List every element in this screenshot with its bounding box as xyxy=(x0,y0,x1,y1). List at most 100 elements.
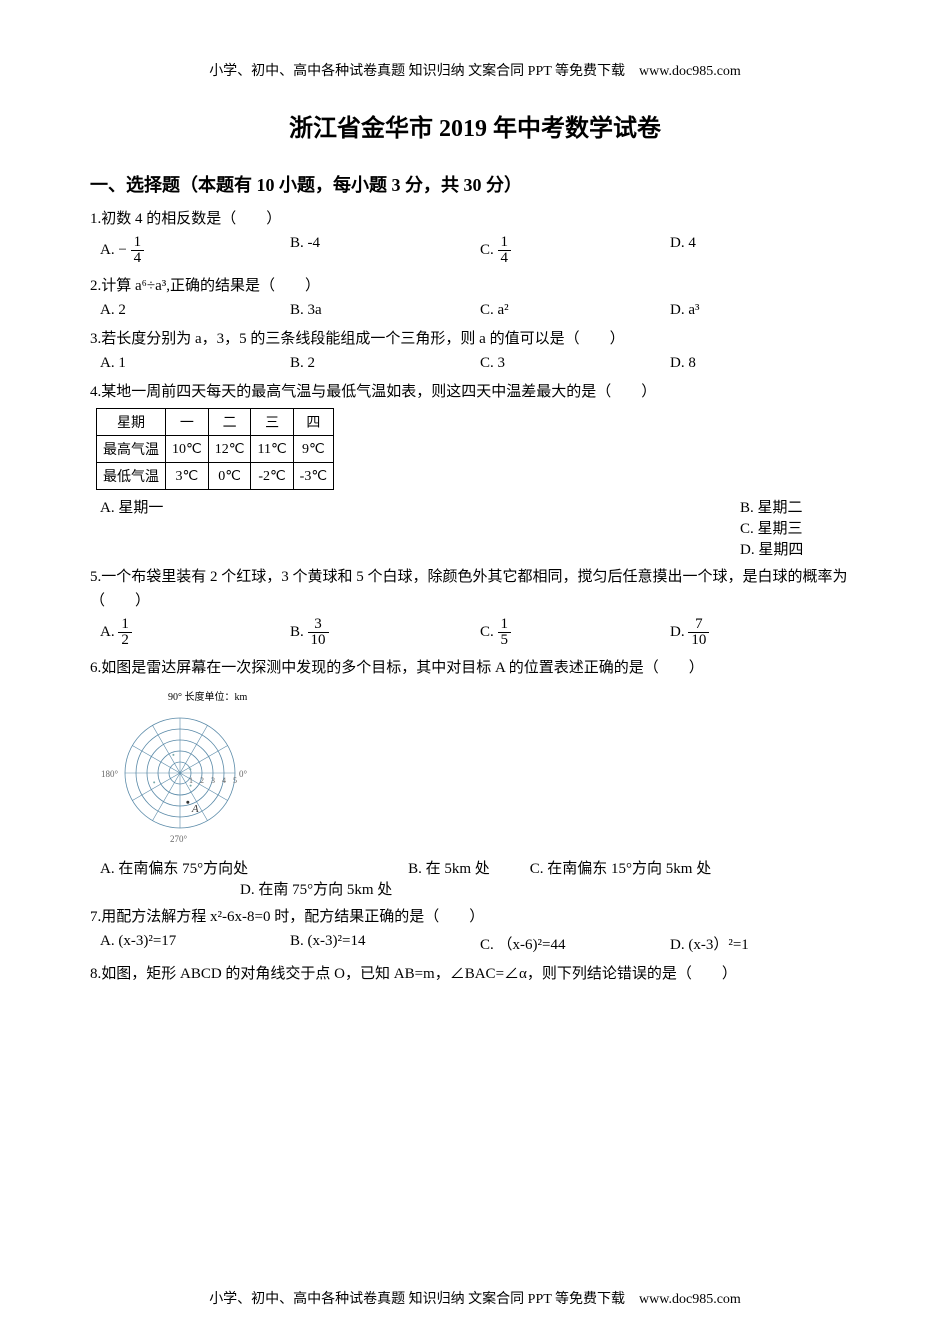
td-hi-label: 最高气温 xyxy=(97,436,166,463)
q1-options: A. − 1 4 B. -4 C. 1 4 D. 4 xyxy=(100,235,860,266)
q5-optC: C. 15 xyxy=(480,617,670,648)
q1-optA: A. − 1 4 xyxy=(100,235,290,266)
td-lo-4: -3℃ xyxy=(293,463,333,490)
td-lo-label: 最低气温 xyxy=(97,463,166,490)
n: 1 xyxy=(118,617,132,633)
svg-text:3: 3 xyxy=(211,776,215,785)
q5-optA: A. 12 xyxy=(100,617,290,648)
q3-optB: B. 2 xyxy=(290,355,480,372)
q8-text: 8.如图，矩形 ABCD 的对角线交于点 O，已知 AB=m，∠BAC=∠α，则… xyxy=(90,962,860,986)
table-row: 最低气温 3℃ 0℃ -2℃ -3℃ xyxy=(97,463,334,490)
d: 5 xyxy=(498,633,512,648)
q6-optB: B. 在 5km 处 xyxy=(408,857,490,878)
table-row: 最高气温 10℃ 12℃ 11℃ 9℃ xyxy=(97,436,334,463)
n: 1 xyxy=(498,617,512,633)
svg-text:A: A xyxy=(191,803,199,815)
q1-optC: C. 1 4 xyxy=(480,235,670,266)
q5-optD: D. 710 xyxy=(670,617,860,648)
q2-optA: A. 2 xyxy=(100,302,290,319)
fraction-icon: 1 4 xyxy=(131,235,145,266)
q7-options: A. (x-3)²=17 B. (x-3)²=14 C. （x-6)²=44 D… xyxy=(100,933,860,954)
q6-optA: A. 在南偏东 75°方向处 xyxy=(100,857,248,878)
fraction-icon: 710 xyxy=(688,617,709,648)
q4-table: 星期 一 二 三 四 最高气温 10℃ 12℃ 11℃ 9℃ 最低气温 3℃ 0… xyxy=(96,408,334,490)
q3-optC: C. 3 xyxy=(480,355,670,372)
td-lo-1: 3℃ xyxy=(166,463,209,490)
q7-optA: A. (x-3)²=17 xyxy=(100,933,290,954)
q5-text: 5.一个布袋里装有 2 个红球，3 个黄球和 5 个白球，除颜色外其它都相同，搅… xyxy=(90,565,860,613)
q6-text: 6.如图是雷达屏幕在一次探测中发现的多个目标，其中对目标 A 的位置表述正确的是… xyxy=(90,656,860,680)
td-lo-3: -2℃ xyxy=(251,463,293,490)
q4-text: 4.某地一周前四天每天的最高气温与最低气温如表，则这四天中温差最大的是（ ） xyxy=(90,380,860,404)
q1-text: 1.初数 4 的相反数是（ ） xyxy=(90,207,860,231)
q5-options: A. 12 B. 310 C. 15 D. 710 xyxy=(100,617,860,648)
header-text: 小学、初中、高中各种试卷真题 知识归纳 文案合同 PPT 等免费下载 www.d… xyxy=(209,64,741,79)
exam-title: 浙江省金华市 2019 年中考数学试卷 xyxy=(90,108,860,143)
exam-page: 小学、初中、高中各种试卷真题 知识归纳 文案合同 PPT 等免费下载 www.d… xyxy=(0,0,950,1344)
table-row: 星期 一 二 三 四 xyxy=(97,409,334,436)
fraction-icon: 310 xyxy=(308,617,329,648)
q3-text: 3.若长度分别为 a，3，5 的三条线段能组成一个三角形，则 a 的值可以是（ … xyxy=(90,327,860,351)
q3-options: A. 1 B. 2 C. 3 D. 8 xyxy=(100,355,860,372)
q6-options: A. 在南偏东 75°方向处 B. 在 5km 处 C. 在南偏东 15°方向 … xyxy=(100,857,860,878)
q1-A-num: 1 xyxy=(131,235,145,251)
th-4: 四 xyxy=(293,409,333,436)
q6-optD: D. 在南 75°方向 5km 处 xyxy=(240,878,392,899)
q6-optC: C. 在南偏东 15°方向 5km 处 xyxy=(530,857,711,878)
q1-C-den: 4 xyxy=(498,251,512,266)
q4-optB: B. 星期二 xyxy=(740,496,860,517)
q2-optC: C. a² xyxy=(480,302,670,319)
q5-A-prefix: A. xyxy=(100,624,118,640)
svg-text:270°: 270° xyxy=(170,834,188,844)
q1-A-den: 4 xyxy=(131,251,145,266)
page-header: 小学、初中、高中各种试卷真题 知识归纳 文案合同 PPT 等免费下载 www.d… xyxy=(90,60,860,80)
radar-unit-label: 90° 长度单位：km xyxy=(168,690,247,703)
q3-optD: D. 8 xyxy=(670,355,860,372)
q1-C-prefix: C. xyxy=(480,242,498,258)
td-hi-3: 11℃ xyxy=(251,436,293,463)
q1-optB: B. -4 xyxy=(290,235,480,266)
q1-C-num: 1 xyxy=(498,235,512,251)
q7-optB: B. (x-3)²=14 xyxy=(290,933,480,954)
n: 3 xyxy=(308,617,329,633)
q6-options-row2: D. 在南 75°方向 5km 处 xyxy=(100,878,860,899)
q2-text: 2.计算 a⁶÷a³,正确的结果是（ ） xyxy=(90,274,860,298)
q1-A-minus: − xyxy=(118,242,126,258)
q7-optD: D. (x-3）²=1 xyxy=(670,933,860,954)
q4-optC: C. 星期三 xyxy=(740,517,860,538)
q5-B-prefix: B. xyxy=(290,624,308,640)
th-1: 一 xyxy=(166,409,209,436)
q5-optB: B. 310 xyxy=(290,617,480,648)
page-footer: 小学、初中、高中各种试卷真题 知识归纳 文案合同 PPT 等免费下载 www.d… xyxy=(0,1288,950,1308)
d: 10 xyxy=(688,633,709,648)
th-week: 星期 xyxy=(97,409,166,436)
td-lo-2: 0℃ xyxy=(208,463,251,490)
svg-text:5: 5 xyxy=(233,776,237,785)
q2-optD: D. a³ xyxy=(670,302,860,319)
svg-text:4: 4 xyxy=(222,776,226,785)
svg-text:2: 2 xyxy=(200,776,204,785)
radar-diagram: 90° 长度单位：km 123450°180°270°A xyxy=(100,688,270,848)
td-hi-1: 10℃ xyxy=(166,436,209,463)
svg-text:1: 1 xyxy=(189,776,193,785)
td-hi-4: 9℃ xyxy=(293,436,333,463)
q1-optD: D. 4 xyxy=(670,235,860,266)
q2-options: A. 2 B. 3a C. a² D. a³ xyxy=(100,302,860,319)
section-1-heading: 一、选择题（本题有 10 小题，每小题 3 分，共 30 分） xyxy=(90,171,860,197)
q1-A-prefix: A. xyxy=(100,242,118,258)
n: 7 xyxy=(688,617,709,633)
d: 2 xyxy=(118,633,132,648)
fraction-icon: 12 xyxy=(118,617,132,648)
fraction-icon: 1 4 xyxy=(498,235,512,266)
fraction-icon: 15 xyxy=(498,617,512,648)
q3-optA: A. 1 xyxy=(100,355,290,372)
footer-text: 小学、初中、高中各种试卷真题 知识归纳 文案合同 PPT 等免费下载 www.d… xyxy=(209,1292,741,1307)
q4-optD: D. 星期四 xyxy=(740,538,860,559)
q7-text: 7.用配方法解方程 x²-6x-8=0 时，配方结果正确的是（ ） xyxy=(90,905,860,929)
q4-options: A. 星期一 B. 星期二 C. 星期三 D. 星期四 xyxy=(100,496,860,559)
q7-optC: C. （x-6)²=44 xyxy=(480,933,670,954)
q2-optB: B. 3a xyxy=(290,302,480,319)
th-3: 三 xyxy=(251,409,293,436)
q4-optA: A. 星期一 xyxy=(100,496,163,517)
th-2: 二 xyxy=(208,409,251,436)
